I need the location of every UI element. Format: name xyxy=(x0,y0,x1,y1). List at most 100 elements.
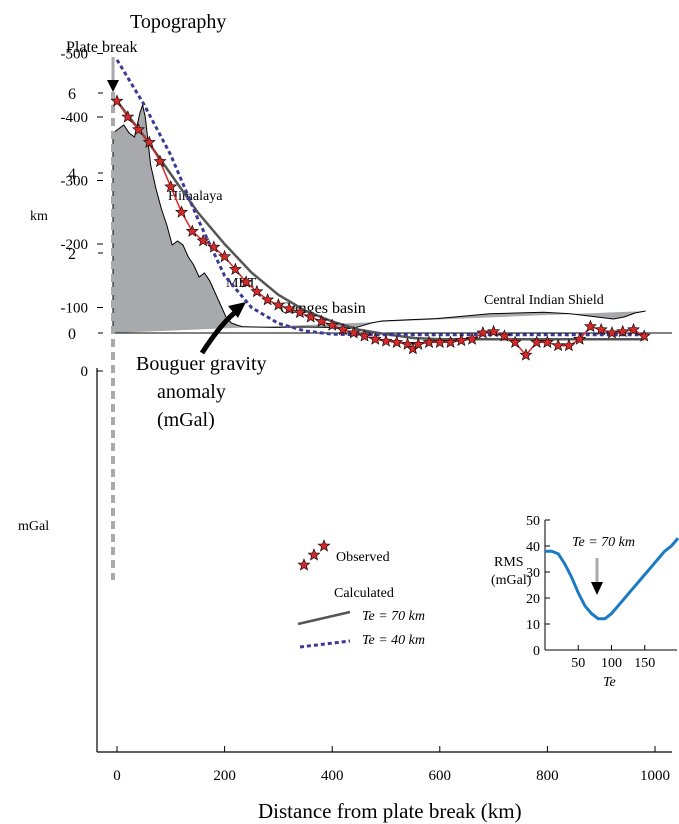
inset-x-axis: 50 100 150 xyxy=(571,645,655,671)
rms-curve xyxy=(545,537,679,621)
grav-x-tick-label: 800 xyxy=(536,768,559,784)
observed-point xyxy=(562,338,576,352)
observed-point xyxy=(110,94,124,107)
legend-te40-symbol xyxy=(299,639,351,649)
observed-point xyxy=(250,284,264,298)
observed-point xyxy=(282,301,296,315)
plate-break-label: Plate break xyxy=(66,39,138,56)
topo-y-tick-label: 2 xyxy=(68,246,76,263)
gravity-panel: 0-100-200-300-400-500-600 02004006008001… xyxy=(18,47,672,823)
himalaya-label: Himalaya xyxy=(168,189,223,204)
inset-arrow-head xyxy=(591,582,603,595)
observed-point xyxy=(164,179,178,193)
inset-y-tick-label: 50 xyxy=(526,514,540,529)
x-axis-label: Distance from plate break (km) xyxy=(258,799,522,823)
legend-te70-symbol xyxy=(297,610,351,626)
observed-point xyxy=(454,333,468,347)
observed-point xyxy=(422,335,436,348)
grav-x-tick-label: 200 xyxy=(213,768,236,784)
legend-te40-label: Te = 40 km xyxy=(362,633,425,648)
topo-y-tick-label: 6 xyxy=(68,86,76,103)
inset-x-label: Te xyxy=(603,675,616,690)
observed-point xyxy=(121,110,135,123)
observed-point xyxy=(465,332,479,345)
observed-point xyxy=(218,249,232,263)
observed-point xyxy=(314,314,328,327)
topo-y-tick-label: 0 xyxy=(68,326,76,343)
inset-x-tick-label: 150 xyxy=(634,656,655,671)
legend-calculated-label: Calculated xyxy=(334,586,394,601)
observed-point xyxy=(433,335,447,348)
mbt-label: MBT xyxy=(226,276,257,291)
observed-point xyxy=(573,332,587,345)
inset-y-tick-label: 40 xyxy=(526,540,540,555)
grav-x-tick-label: 600 xyxy=(429,768,452,784)
observed-point xyxy=(583,319,597,333)
observed-point xyxy=(530,335,544,348)
legend-observed-star xyxy=(307,548,321,561)
observed-point xyxy=(185,224,199,237)
mbt-arrow-head xyxy=(228,302,246,318)
observed-point xyxy=(616,324,630,338)
inset-y-tick-label: 20 xyxy=(526,592,540,607)
topo-y-axis: 0 2 4 6 xyxy=(68,86,103,343)
observed-point xyxy=(637,329,651,342)
observed-point xyxy=(540,335,554,348)
legend: Observed Calculated Te = 70 km Te = 40 k… xyxy=(297,539,425,649)
observed-point xyxy=(605,326,619,339)
observed-point xyxy=(153,154,167,167)
grav-y-unit: mGal xyxy=(18,519,49,534)
observed-point xyxy=(551,338,565,352)
inset-y-tick-label: 30 xyxy=(526,566,540,581)
grav-y-tick-label: -300 xyxy=(61,174,89,190)
observed-points xyxy=(110,94,651,361)
observed-point xyxy=(444,335,458,348)
grav-y-axis: 0-100-200-300-400-500-600 xyxy=(61,47,103,380)
observed-point xyxy=(594,322,608,336)
observed-point xyxy=(196,233,210,247)
observed-point xyxy=(132,122,145,136)
grav-y-tick-label: -400 xyxy=(61,110,89,126)
legend-observed-star xyxy=(317,539,331,552)
observed-point xyxy=(293,305,307,319)
observed-point xyxy=(390,335,404,348)
grav-y-tick-label: -500 xyxy=(61,47,89,63)
plate-break-arrow-head xyxy=(107,80,119,92)
observed-point xyxy=(508,335,522,348)
observed-point xyxy=(497,329,511,342)
inset-y-tick-label: 0 xyxy=(533,644,540,659)
observed-point xyxy=(207,240,221,253)
grav-x-tick-label: 400 xyxy=(321,768,344,784)
topo-y-tick-label: 4 xyxy=(68,166,76,183)
inset-annotation: Te = 70 km xyxy=(572,535,635,550)
observed-point xyxy=(519,348,533,361)
bouguer-label-line1: Bouguer gravity xyxy=(136,353,267,375)
topo-y-unit: km xyxy=(30,209,48,224)
legend-te70-label: Te = 70 km xyxy=(362,609,425,624)
central-indian-shield-label: Central Indian Shield xyxy=(484,293,604,308)
observed-point xyxy=(142,135,156,148)
topography-title: Topography xyxy=(130,11,226,33)
observed-point xyxy=(379,334,393,347)
grav-x-tick-label: 0 xyxy=(113,768,121,784)
grav-y-tick-label: -100 xyxy=(61,301,89,317)
inset-y-tick-label: 10 xyxy=(526,618,540,633)
legend-observed-symbol xyxy=(297,539,331,571)
observed-point xyxy=(271,298,285,311)
observed-point xyxy=(476,326,490,339)
grav-x-axis: 0 200 400 600 800 1000 xyxy=(113,746,670,784)
observed-point xyxy=(175,205,189,218)
observed-point xyxy=(487,324,501,338)
rms-inset: 0 10 20 30 40 50 50 100 150 Te = 70 km RMS (mGa… xyxy=(491,514,679,690)
legend-observed-star xyxy=(297,558,311,571)
observed-point xyxy=(368,332,382,345)
inset-y-label-line2: (mGal) xyxy=(491,573,532,588)
inset-y-label-line1: RMS xyxy=(494,555,524,570)
grav-x-tick-label: 1000 xyxy=(640,768,670,784)
inset-x-tick-label: 50 xyxy=(571,656,585,671)
observed-point xyxy=(336,322,350,336)
observed-point xyxy=(304,310,318,323)
observed-point xyxy=(325,318,339,331)
